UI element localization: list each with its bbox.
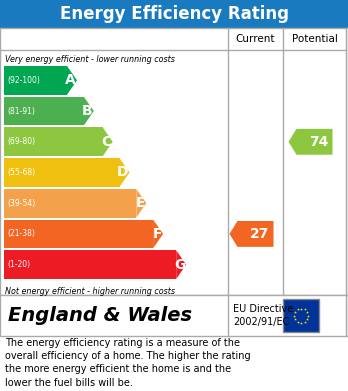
Text: (55-68): (55-68)	[7, 168, 35, 177]
Text: F: F	[153, 227, 162, 241]
Polygon shape	[119, 158, 129, 187]
Text: (69-80): (69-80)	[7, 137, 35, 146]
Text: 2002/91/EC: 2002/91/EC	[233, 316, 290, 326]
Text: Energy Efficiency Rating: Energy Efficiency Rating	[60, 5, 288, 23]
Text: A: A	[65, 74, 76, 87]
Text: (81-91): (81-91)	[7, 107, 35, 116]
Polygon shape	[103, 127, 113, 156]
Text: G: G	[174, 258, 185, 272]
Polygon shape	[136, 189, 146, 217]
Text: E: E	[136, 196, 145, 210]
Bar	[4, 220, 153, 248]
Bar	[0, 295, 348, 336]
Bar	[4, 66, 67, 95]
Bar	[283, 299, 319, 332]
Polygon shape	[176, 250, 186, 279]
Polygon shape	[229, 221, 274, 247]
Bar	[4, 127, 103, 156]
Text: (92-100): (92-100)	[7, 76, 40, 85]
Text: D: D	[117, 165, 128, 179]
Text: Not energy efficient - higher running costs: Not energy efficient - higher running co…	[5, 287, 175, 296]
Bar	[0, 0, 348, 28]
Text: The energy efficiency rating is a measure of the
overall efficiency of a home. T: The energy efficiency rating is a measur…	[5, 338, 251, 387]
Text: (1-20): (1-20)	[7, 260, 30, 269]
Text: England & Wales: England & Wales	[8, 306, 192, 325]
Bar	[4, 158, 119, 187]
Text: Current: Current	[236, 34, 275, 44]
Text: 27: 27	[250, 227, 269, 241]
Text: EU Directive: EU Directive	[233, 305, 293, 314]
Polygon shape	[288, 129, 332, 155]
Polygon shape	[153, 220, 163, 248]
Text: (21-38): (21-38)	[7, 230, 35, 239]
Text: B: B	[82, 104, 93, 118]
Bar	[4, 97, 84, 126]
Bar	[4, 250, 176, 279]
Bar	[0, 28, 348, 295]
Text: 74: 74	[309, 135, 328, 149]
Polygon shape	[67, 66, 77, 95]
Text: Potential: Potential	[292, 34, 338, 44]
Text: Very energy efficient - lower running costs: Very energy efficient - lower running co…	[5, 56, 175, 65]
Polygon shape	[84, 97, 94, 126]
Bar	[4, 189, 136, 217]
Text: (39-54): (39-54)	[7, 199, 35, 208]
Text: C: C	[102, 135, 112, 149]
